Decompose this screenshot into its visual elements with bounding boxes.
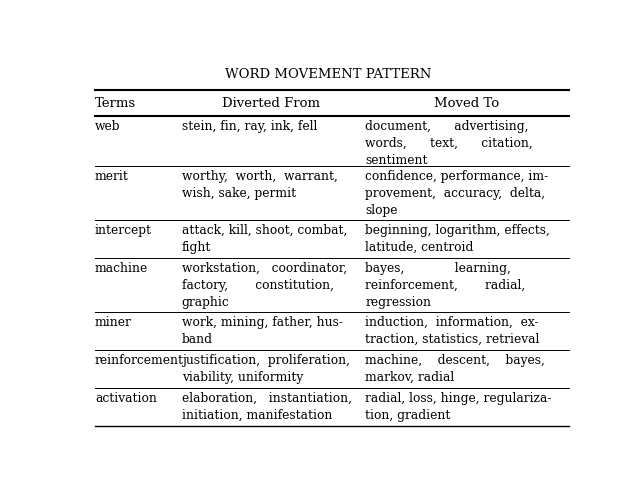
- Text: Moved To: Moved To: [435, 97, 499, 110]
- Text: justification,  proliferation,
viability, uniformity: justification, proliferation, viability,…: [182, 354, 349, 383]
- Text: activation: activation: [95, 392, 157, 404]
- Text: machine: machine: [95, 261, 148, 275]
- Text: beginning, logarithm, effects,
latitude, centroid: beginning, logarithm, effects, latitude,…: [365, 224, 550, 254]
- Text: intercept: intercept: [95, 224, 152, 237]
- Text: Terms: Terms: [95, 97, 136, 110]
- Text: induction,  information,  ex-
traction, statistics, retrieval: induction, information, ex- traction, st…: [365, 315, 540, 346]
- Text: attack, kill, shoot, combat,
fight: attack, kill, shoot, combat, fight: [182, 224, 347, 254]
- Text: Diverted From: Diverted From: [222, 97, 320, 110]
- Text: stein, fin, ray, ink, fell: stein, fin, ray, ink, fell: [182, 120, 317, 133]
- Text: work, mining, father, hus-
band: work, mining, father, hus- band: [182, 315, 342, 346]
- Text: elaboration,   instantiation,
initiation, manifestation: elaboration, instantiation, initiation, …: [182, 392, 352, 421]
- Text: worthy,  worth,  warrant,
wish, sake, permit: worthy, worth, warrant, wish, sake, perm…: [182, 170, 337, 200]
- Text: WORD MOVEMENT PATTERN: WORD MOVEMENT PATTERN: [225, 68, 431, 81]
- Text: workstation,   coordinator,
factory,       constitution,
graphic: workstation, coordinator, factory, const…: [182, 261, 347, 309]
- Text: confidence, performance, im-
provement,  accuracy,  delta,
slope: confidence, performance, im- provement, …: [365, 170, 548, 217]
- Text: machine,    descent,    bayes,
markov, radial: machine, descent, bayes, markov, radial: [365, 354, 545, 383]
- Text: miner: miner: [95, 315, 132, 329]
- Text: merit: merit: [95, 170, 129, 183]
- Text: bayes,             learning,
reinforcement,       radial,
regression: bayes, learning, reinforcement, radial, …: [365, 261, 525, 309]
- Text: radial, loss, hinge, regulariza-
tion, gradient: radial, loss, hinge, regulariza- tion, g…: [365, 392, 552, 421]
- Text: web: web: [95, 120, 120, 133]
- Text: reinforcement: reinforcement: [95, 354, 184, 366]
- Text: document,      advertising,
words,      text,      citation,
sentiment: document, advertising, words, text, cita…: [365, 120, 533, 167]
